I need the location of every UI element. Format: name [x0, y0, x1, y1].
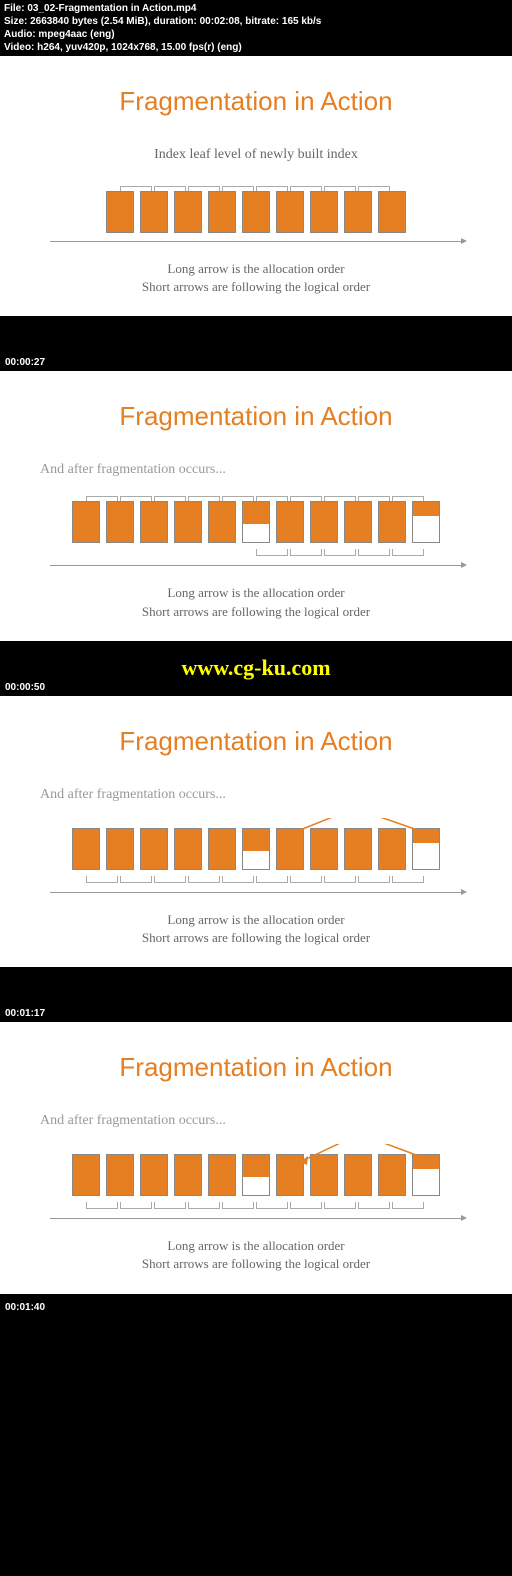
frame-2: Fragmentation in Action And after fragme…	[0, 371, 512, 640]
index-page	[106, 828, 134, 870]
allocation-order-arrow	[50, 892, 462, 893]
fragmented-diagram	[20, 493, 492, 557]
caption-line-1: Long arrow is the allocation order	[20, 584, 492, 602]
timestamp: 00:00:50	[5, 682, 45, 693]
frame-4: Fragmentation in Action And after fragme…	[0, 1022, 512, 1293]
index-page	[208, 828, 236, 870]
index-page	[208, 501, 236, 543]
slide-subtitle: And after fragmentation occurs...	[40, 787, 492, 803]
index-page	[378, 191, 406, 233]
index-page-split	[412, 828, 440, 870]
timestamp: 00:01:40	[5, 1302, 45, 1313]
index-page-split	[412, 1154, 440, 1196]
index-page	[378, 1154, 406, 1196]
index-page-split	[242, 501, 270, 543]
timestamp-bar-1: 00:00:27	[0, 316, 512, 371]
index-diagram	[20, 183, 492, 233]
index-page	[276, 501, 304, 543]
meta-video: Video: h264, yuv420p, 1024x768, 15.00 fp…	[4, 41, 508, 54]
index-page	[344, 1154, 372, 1196]
timestamp-bar-2: www.cg-ku.com 00:00:50	[0, 641, 512, 696]
allocation-order-arrow	[50, 1218, 462, 1219]
index-page	[208, 191, 236, 233]
index-page	[310, 1154, 338, 1196]
timestamp: 00:00:27	[5, 357, 45, 368]
slide-subtitle: Index leaf level of newly built index	[20, 147, 492, 163]
index-page	[344, 828, 372, 870]
caption-line-2: Short arrows are following the logical o…	[20, 278, 492, 296]
caption-line-1: Long arrow is the allocation order	[20, 911, 492, 929]
index-page	[276, 828, 304, 870]
caption-line-2: Short arrows are following the logical o…	[20, 603, 492, 621]
slide-subtitle: And after fragmentation occurs...	[40, 462, 492, 478]
frame-1: Fragmentation in Action Index leaf level…	[0, 56, 512, 316]
index-page	[310, 191, 338, 233]
caption-line-1: Long arrow is the allocation order	[20, 260, 492, 278]
index-page	[106, 191, 134, 233]
index-page-split	[412, 501, 440, 543]
slide-title: Fragmentation in Action	[20, 86, 492, 117]
index-page	[72, 1154, 100, 1196]
meta-size: Size: 2663840 bytes (2.54 MiB), duration…	[4, 15, 508, 28]
index-page	[310, 501, 338, 543]
index-page	[310, 828, 338, 870]
video-metadata: File: 03_02-Fragmentation in Action.mp4 …	[0, 0, 512, 56]
index-page	[140, 191, 168, 233]
fragmented-diagram-arrows	[20, 818, 492, 884]
slide-title: Fragmentation in Action	[20, 726, 492, 757]
caption-line-2: Short arrows are following the logical o…	[20, 929, 492, 947]
index-page	[106, 1154, 134, 1196]
meta-file: File: 03_02-Fragmentation in Action.mp4	[4, 2, 508, 15]
index-page	[174, 191, 202, 233]
meta-audio: Audio: mpeg4aac (eng)	[4, 28, 508, 41]
index-page	[174, 828, 202, 870]
index-page	[106, 501, 134, 543]
slide-title: Fragmentation in Action	[20, 1052, 492, 1083]
index-page	[276, 191, 304, 233]
index-page	[174, 501, 202, 543]
index-page	[378, 501, 406, 543]
frame-3: Fragmentation in Action And after fragme…	[0, 696, 512, 967]
index-page	[378, 828, 406, 870]
index-page-split	[242, 828, 270, 870]
slide-title: Fragmentation in Action	[20, 401, 492, 432]
index-page	[276, 1154, 304, 1196]
index-page	[174, 1154, 202, 1196]
timestamp: 00:01:17	[5, 1008, 45, 1019]
caption-line-1: Long arrow is the allocation order	[20, 1237, 492, 1255]
index-page	[242, 191, 270, 233]
index-page	[140, 828, 168, 870]
index-page	[72, 501, 100, 543]
fragmented-diagram-arrows-2	[20, 1144, 492, 1210]
index-page	[72, 828, 100, 870]
timestamp-bar-3: 00:01:17	[0, 967, 512, 1022]
caption-line-2: Short arrows are following the logical o…	[20, 1255, 492, 1273]
index-page	[344, 501, 372, 543]
index-page-split	[242, 1154, 270, 1196]
index-page	[208, 1154, 236, 1196]
index-page	[140, 501, 168, 543]
allocation-order-arrow	[50, 241, 462, 242]
timestamp-bar-4: 00:01:40	[0, 1294, 512, 1316]
index-page	[140, 1154, 168, 1196]
index-page	[344, 191, 372, 233]
watermark-text: www.cg-ku.com	[181, 655, 330, 681]
allocation-order-arrow	[50, 565, 462, 566]
slide-subtitle: And after fragmentation occurs...	[40, 1113, 492, 1129]
